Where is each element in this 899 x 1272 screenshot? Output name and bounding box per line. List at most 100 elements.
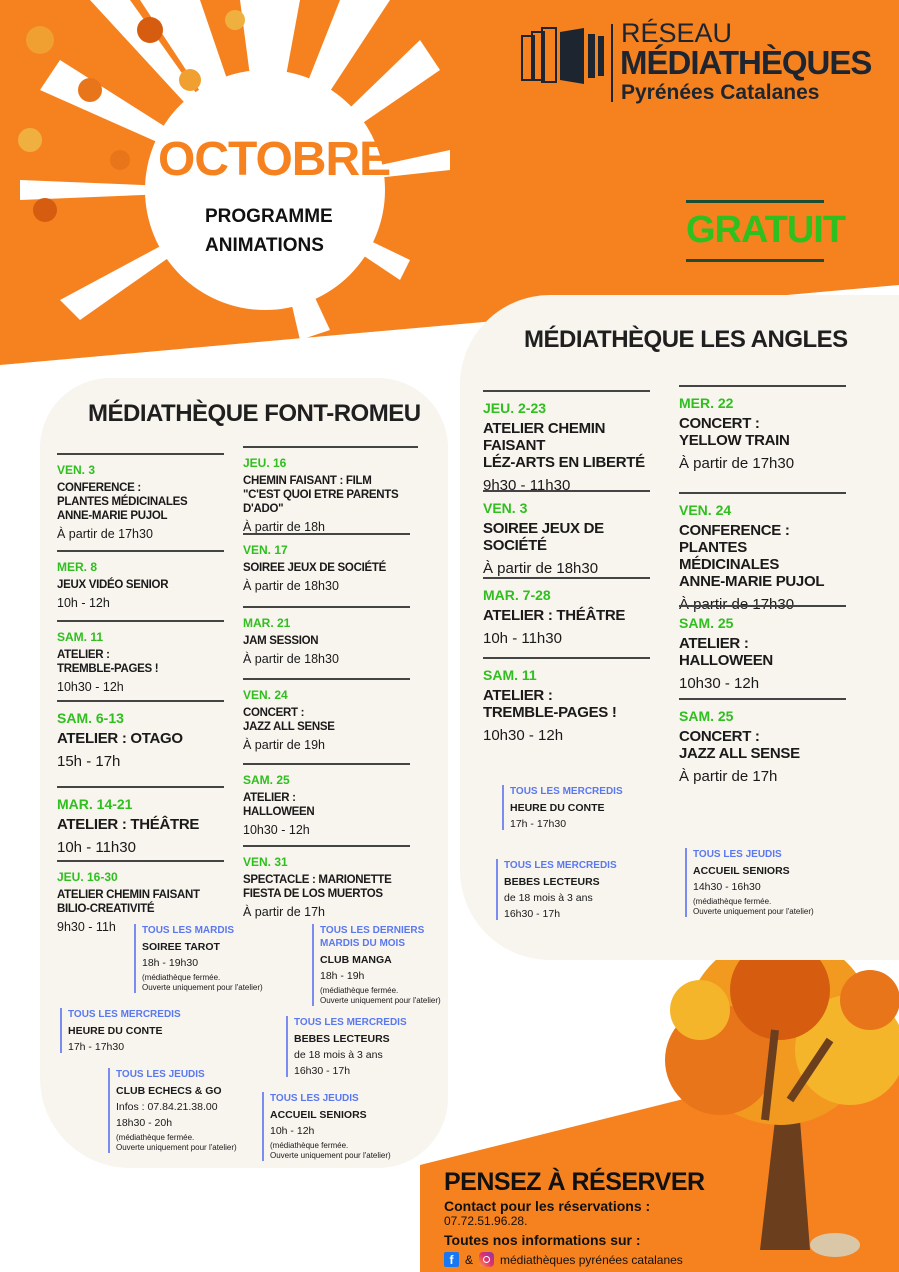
event-item: VEN. 3 SOIREE JEUX DE SOCIÉTÉ À partir de … (483, 490, 650, 577)
event-title: CONCERT : JAZZ ALL SENSE (679, 728, 800, 762)
event-title: ATELIER : TREMBLE-PAGES ! (483, 687, 617, 721)
event-item: VEN. 3 CONFERENCE : PLANTES MÉDICINALES A… (57, 453, 224, 541)
divider (57, 453, 224, 455)
event-date: MER. 8 (57, 560, 98, 574)
recurring-time: 14h30 - 16h30 (693, 881, 761, 893)
recurring-note: (médiathèque fermée. Ouverte uniquement … (270, 1141, 391, 1160)
event-time: 10h - 11h30 (57, 839, 136, 856)
free-badge: GRATUIT (686, 200, 846, 262)
event-item: VEN. 31 SPECTACLE : MARIONETTE FIESTA DE … (243, 845, 410, 919)
recurring-info: de 18 mois à 3 ans (294, 1049, 383, 1061)
event-title: CONFERENCE : PLANTES MÉDICINALES ANNE-MA… (57, 482, 188, 522)
divider (679, 698, 846, 700)
event-date: SAM. 11 (57, 630, 104, 644)
recurring-title: BEBES LECTEURS (294, 1033, 390, 1045)
recurring-time: 18h - 19h30 (142, 957, 199, 969)
event-date: VEN. 24 (679, 502, 732, 518)
recurring-event: TOUS LES MERCREDIS BEBES LECTEURS de 18 mo… (286, 1016, 407, 1077)
event-time: À partir de 17h30 (679, 455, 795, 472)
event-item: JEU. 2-23 ATELIER CHEMIN FAISANT LÉZ-ARTS… (483, 390, 650, 494)
event-time: 15h - 17h (57, 753, 121, 770)
event-time: À partir de 18h30 (483, 560, 599, 577)
event-title: ATELIER CHEMIN FAISANT BILIO-CREATIVITÉ (57, 889, 200, 915)
recurrence-label: TOUS LES MERCREDIS (294, 1017, 407, 1028)
event-time: À partir de 18h (243, 520, 325, 534)
event-item: SAM. 6-13 ATELIER : OTAGO 15h - 17h (57, 700, 224, 770)
event-date: SAM. 11 (483, 667, 537, 683)
divider (679, 385, 846, 387)
event-time: À partir de 17h30 (57, 527, 153, 541)
recurring-event: TOUS LES DERNIERS MARDIS DU MOIS CLUB MAN… (312, 924, 441, 1006)
recurring-time: 10h - 12h (270, 1125, 315, 1137)
event-time: À partir de 17h (679, 768, 778, 785)
recurrence-label: TOUS LES MERCREDIS (504, 860, 617, 871)
leaves-decoration (18, 10, 245, 222)
event-time: À partir de 19h (243, 738, 325, 752)
event-date: VEN. 3 (57, 463, 96, 477)
recurring-event: TOUS LES MARDIS SOIREE TAROT 18h - 19h30 (m… (134, 924, 263, 993)
recurrence-label: TOUS LES MERCREDIS (510, 786, 623, 797)
recurring-info: Infos : 07.84.21.38.00 (116, 1101, 218, 1113)
event-time: À partir de 18h30 (243, 652, 339, 666)
recurring-time: 17h - 17h30 (510, 818, 567, 830)
event-time: 10h30 - 12h (243, 823, 310, 837)
recurring-title: CLUB MANGA (320, 954, 392, 966)
event-time: 10h - 12h (57, 596, 110, 610)
recurring-event: TOUS LES JEUDIS CLUB ECHECS & GO Infos : 0… (108, 1068, 237, 1153)
instagram-icon[interactable] (479, 1252, 495, 1267)
event-title: ATELIER CHEMIN FAISANT LÉZ-ARTS EN LIBER… (483, 420, 645, 471)
month-title: OCTOBRE (158, 133, 391, 186)
recurring-time: 16h30 - 17h (504, 908, 561, 920)
font-romeu-title: MÉDIATHÈQUE FONT-ROMEU (88, 400, 421, 427)
logo-line1: RÉSEAU (621, 18, 733, 48)
recurring-note: (médiathèque fermée. Ouverte uniquement … (320, 986, 441, 1005)
contact-phone[interactable]: 07.72.51.96.28. (444, 1214, 528, 1228)
recurring-info: de 18 mois à 3 ans (504, 892, 593, 904)
event-item: MER. 8 JEUX VIDÉO SENIOR 10h - 12h (57, 550, 224, 610)
event-date: VEN. 3 (483, 500, 528, 516)
event-date: SAM. 25 (243, 773, 290, 787)
recurring-note: (médiathèque fermée. Ouverte uniquement … (693, 897, 814, 916)
event-time: 10h30 - 12h (57, 680, 124, 694)
event-date: JEU. 16 (243, 456, 287, 470)
event-date: MAR. 14-21 (57, 796, 133, 812)
event-title: CHEMIN FAISANT : FILM "C'EST QUOI ETRE P… (243, 475, 399, 515)
event-title: ATELIER : TREMBLE-PAGES ! (57, 649, 159, 675)
divider (483, 657, 650, 659)
event-date: VEN. 17 (243, 543, 288, 557)
event-time: À partir de 17h (243, 905, 325, 919)
recurring-time: 16h30 - 17h (294, 1065, 351, 1077)
social-row: f & médiathèques pyrénées catalanes (444, 1252, 683, 1267)
facebook-icon[interactable]: f (444, 1252, 459, 1267)
recurring-event: TOUS LES JEUDIS ACCUEIL SENIORS 14h30 - 16… (685, 848, 814, 917)
recurring-title: BEBES LECTEURS (504, 876, 600, 888)
event-item: VEN. 17 SOIREE JEUX DE SOCIÉTÉ À partir de… (243, 533, 410, 593)
reserve-heading: PENSEZ À RÉSERVER (444, 1168, 705, 1196)
recurrence-label: TOUS LES DERNIERS MARDIS DU MOIS (320, 925, 425, 949)
event-title: SOIREE JEUX DE SOCIÉTÉ (243, 562, 386, 574)
divider (243, 446, 418, 448)
event-time: 10h30 - 12h (483, 727, 564, 744)
event-item: MAR. 14-21 ATELIER : THÉÂTRE 10h - 11h30 (57, 786, 224, 856)
social-handle[interactable]: médiathèques pyrénées catalanes (500, 1252, 683, 1267)
event-date: MAR. 7-28 (483, 587, 551, 603)
event-title: CONFERENCE : PLANTES MÉDICINALES ANNE-MA… (679, 522, 825, 590)
event-date: MAR. 21 (243, 616, 291, 630)
event-title: ATELIER : HALLOWEEN (679, 635, 773, 669)
event-title: SPECTACLE : MARIONETTE FIESTA DE LOS MUE… (243, 874, 392, 900)
event-date: VEN. 31 (243, 855, 288, 869)
event-item: SAM. 11 ATELIER : TREMBLE-PAGES ! 10h30 - … (57, 620, 224, 694)
divider (243, 845, 410, 847)
event-title: CONCERT : YELLOW TRAIN (679, 415, 790, 449)
autumn-tree-illustration (665, 935, 899, 1257)
event-time: 10h - 11h30 (483, 630, 562, 647)
event-item: SAM. 25 ATELIER : HALLOWEEN 10h30 - 12h (679, 605, 846, 692)
event-title: ATELIER : THÉÂTRE (57, 816, 200, 833)
event-item: SAM. 11 ATELIER : TREMBLE-PAGES ! 10h30 - … (483, 657, 650, 744)
recurring-event: TOUS LES MERCREDIS BEBES LECTEURS de 18 mo… (496, 859, 617, 920)
event-item: SAM. 25 ATELIER : HALLOWEEN 10h30 - 12h (243, 763, 410, 837)
divider (243, 678, 410, 680)
recurring-time: 17h - 17h30 (68, 1041, 125, 1053)
event-item: SAM. 25 CONCERT : JAZZ ALL SENSE À partir … (679, 698, 846, 785)
recurring-time: 18h - 19h (320, 970, 365, 982)
